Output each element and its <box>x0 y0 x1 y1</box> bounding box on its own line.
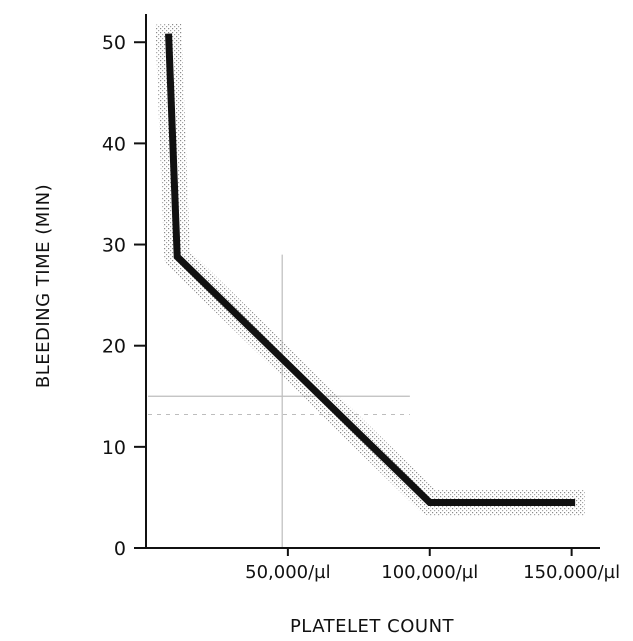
y-tick-label: 30 <box>102 235 126 257</box>
x-tick-label: 100,000/µl <box>381 562 478 583</box>
x-tick-layer: 50,000/µl 100,000/µl 150,000/µl <box>245 548 620 583</box>
reference-lines <box>148 254 410 548</box>
y-tick-label: 0 <box>114 538 126 560</box>
x-tick-label: 50,000/µl <box>245 562 331 583</box>
y-tick-label: 20 <box>102 336 126 358</box>
x-tick-label: 150,000/µl <box>523 562 620 583</box>
y-tick-layer: 0 10 20 30 40 50 <box>102 32 146 560</box>
y-axis-title: BLEEDING TIME (MIN) <box>33 184 54 388</box>
series-layer <box>165 33 576 506</box>
series-confidence-band <box>155 23 585 516</box>
axes-layer <box>145 14 600 549</box>
y-tick-label: 40 <box>102 133 126 155</box>
series-line <box>165 33 576 506</box>
y-tick-label: 50 <box>102 32 126 54</box>
confidence-band-layer <box>155 23 585 516</box>
y-tick-label: 10 <box>102 437 126 459</box>
x-axis-title: PLATELET COUNT <box>290 616 455 637</box>
